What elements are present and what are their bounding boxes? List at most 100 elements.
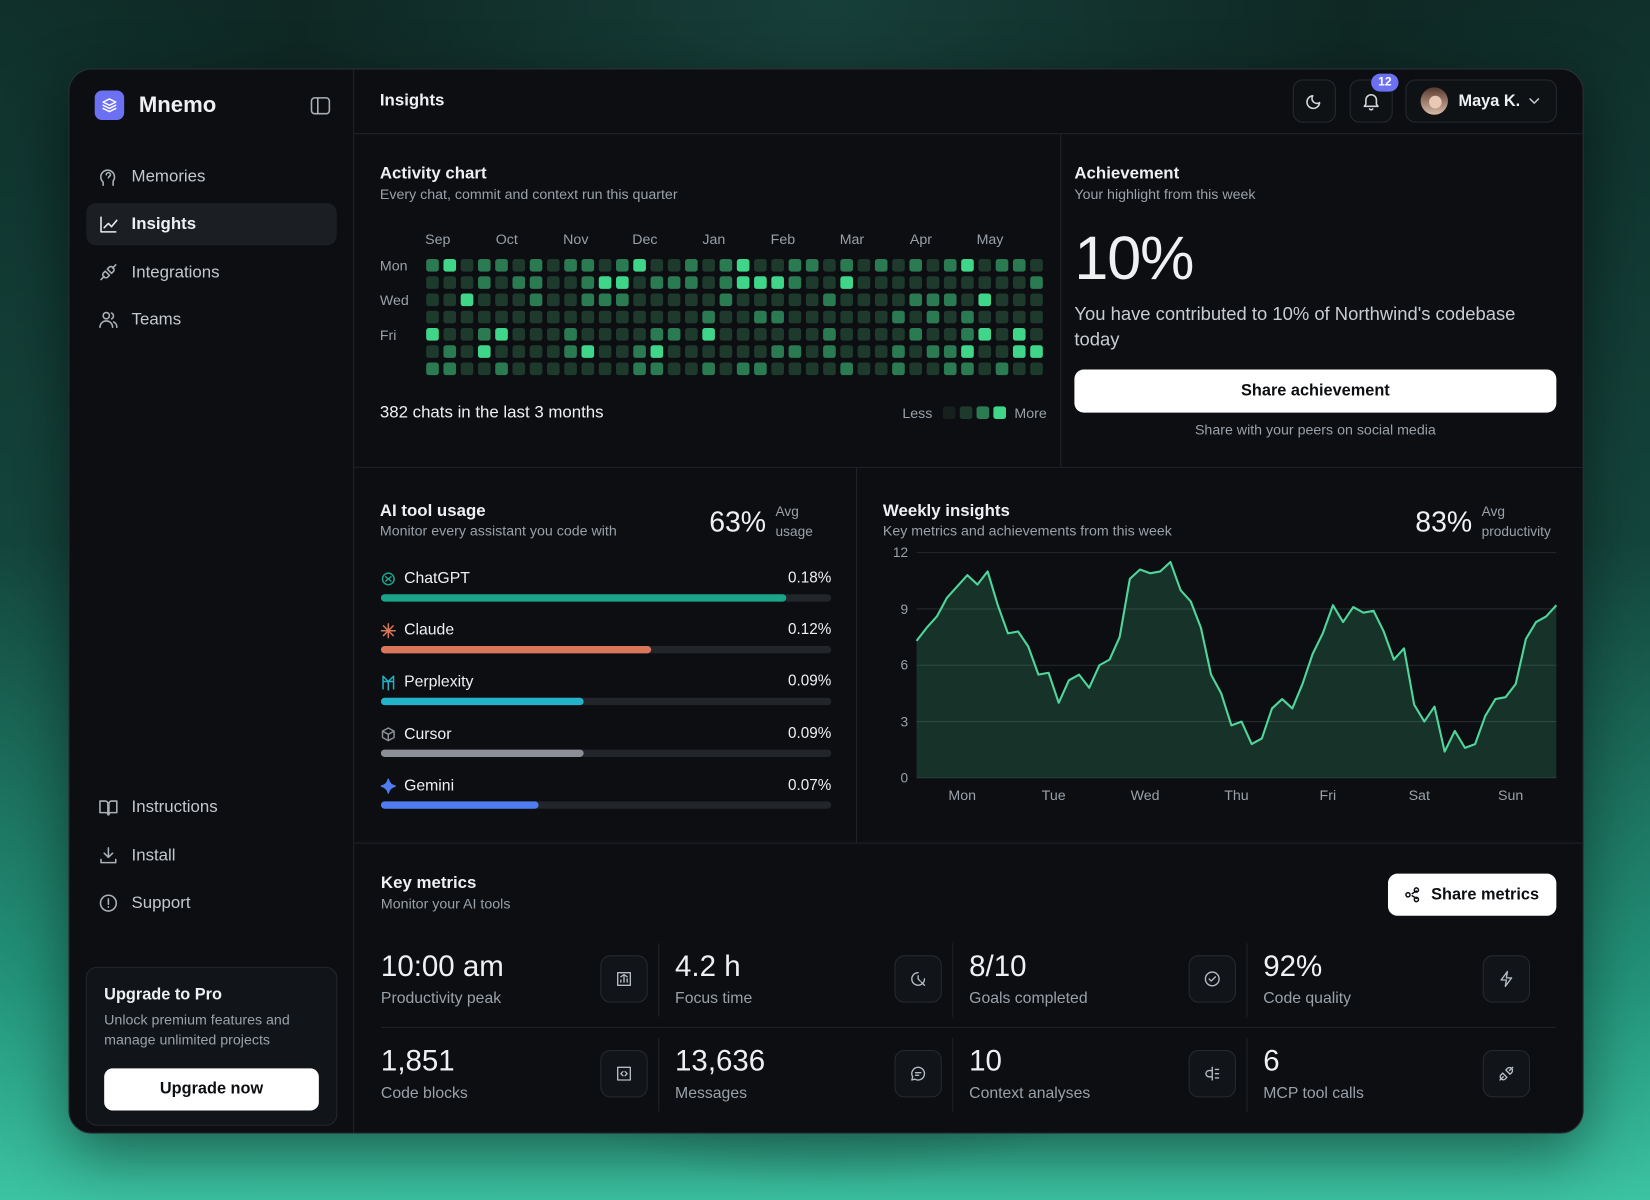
section-subtitle: Every chat, commit and context run this … <box>379 186 678 203</box>
activity-cell <box>443 362 457 376</box>
activity-cell <box>943 345 957 358</box>
upgrade-button[interactable] <box>104 1068 319 1111</box>
activity-cell <box>978 327 992 341</box>
share-achievement-button[interactable] <box>1074 369 1557 413</box>
nav-item[interactable]: Instructions <box>131 798 218 817</box>
avg-value: 83% <box>1415 506 1473 538</box>
activity-cell <box>943 310 957 324</box>
brand-name: Mnemo <box>138 93 217 118</box>
area <box>916 562 1557 778</box>
month-label: May <box>976 231 1004 248</box>
activity-cell <box>495 293 508 307</box>
activity-cell <box>685 327 698 341</box>
nav-icon <box>99 894 117 912</box>
activity-cell <box>736 362 750 376</box>
usage-bar <box>380 645 652 654</box>
metric-icon <box>911 971 926 986</box>
activity-cell <box>581 345 595 358</box>
activity-cell <box>840 362 853 376</box>
nav-item[interactable]: Insights <box>131 215 197 234</box>
activity-cell <box>512 327 526 341</box>
x-tick-label: Sun <box>1497 787 1524 804</box>
activity-cell <box>581 362 595 376</box>
tool-name: Gemini <box>404 776 455 795</box>
activity-cell <box>598 345 612 358</box>
activity-cell <box>909 276 923 289</box>
activity-cell <box>892 276 905 289</box>
y-tick-label: 6 <box>900 657 909 673</box>
activity-cell <box>650 276 664 289</box>
activity-cell <box>702 310 715 324</box>
activity-cell <box>771 345 784 358</box>
activity-cell <box>805 345 819 358</box>
nav-item[interactable]: Install <box>131 846 176 865</box>
metric-icon <box>911 1066 926 1081</box>
activity-cell <box>788 293 802 307</box>
activity-cell <box>961 293 974 307</box>
activity-cell <box>995 293 1009 307</box>
tool-name: Cursor <box>404 724 452 743</box>
activity-cell <box>1030 293 1043 307</box>
activity-cell <box>892 293 905 307</box>
activity-cell <box>581 327 595 341</box>
activity-cell <box>702 293 715 307</box>
activity-cell <box>598 327 612 341</box>
sidebar-toggle[interactable] <box>310 97 331 115</box>
activity-cell <box>909 258 923 272</box>
app-window: Mnemo Memories Insights Integrations Teams In… <box>68 68 1584 1134</box>
activity-cell <box>460 327 474 341</box>
upgrade-button-label[interactable]: Upgrade now <box>159 1079 264 1098</box>
activity-cell <box>754 327 767 341</box>
share-achievement-label[interactable]: Share achievement <box>1241 381 1390 400</box>
bell-icon <box>1363 94 1379 111</box>
metric-icon <box>1500 970 1513 987</box>
activity-cell <box>702 362 715 376</box>
theme-button[interactable] <box>1292 79 1336 123</box>
activity-cell <box>1012 293 1026 307</box>
activity-cell <box>995 327 1009 341</box>
activity-cell <box>961 258 974 272</box>
notification-badge <box>1371 73 1399 92</box>
share-metrics-label[interactable]: Share metrics <box>1431 886 1540 904</box>
activity-cell <box>961 327 974 341</box>
x-tick-label: Mon <box>948 787 977 804</box>
activity-cell <box>1030 345 1043 358</box>
activity-cell <box>1012 327 1026 341</box>
activity-cell <box>754 362 767 376</box>
share-metrics-button[interactable] <box>1387 873 1557 916</box>
activity-cell <box>495 310 508 324</box>
nav-item[interactable]: Teams <box>131 310 182 329</box>
activity-cell <box>443 258 457 272</box>
activity-cell <box>477 327 491 341</box>
activity-cell <box>633 310 646 324</box>
activity-cell <box>736 293 750 307</box>
nav-item[interactable]: Integrations <box>131 263 220 282</box>
nav-item[interactable]: Support <box>131 894 191 913</box>
activity-cell <box>529 293 543 307</box>
activity-cell <box>874 293 888 307</box>
activity-cell <box>771 327 784 341</box>
tool-icon <box>380 623 396 639</box>
activity-cell <box>805 293 819 307</box>
avg-value: 63% <box>709 506 767 538</box>
activity-cell <box>978 293 992 307</box>
y-tick-label: 0 <box>900 769 909 786</box>
activity-cell <box>754 310 767 324</box>
legend-swatch <box>959 406 973 419</box>
achievement-caption: Share with your peers on social media <box>1194 422 1436 438</box>
activity-cell <box>616 345 629 358</box>
activity-cell <box>926 276 940 289</box>
activity-cell <box>460 276 474 289</box>
user-name[interactable]: Maya K. <box>1458 92 1521 111</box>
activity-cell <box>581 293 595 307</box>
nav-item[interactable]: Memories <box>131 167 206 186</box>
activity-cell <box>702 276 715 289</box>
activity-cell <box>805 327 819 341</box>
activity-cell <box>840 345 853 358</box>
activity-cell <box>736 310 750 324</box>
user-menu[interactable] <box>1405 79 1557 123</box>
activity-cell <box>805 362 819 376</box>
activity-cell <box>719 293 733 307</box>
metric-value: 1,851 <box>380 1044 455 1078</box>
